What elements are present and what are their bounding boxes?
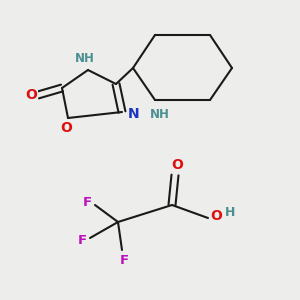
Text: O: O	[210, 209, 222, 223]
Text: NH: NH	[150, 107, 170, 121]
Text: O: O	[60, 121, 72, 135]
Text: NH: NH	[75, 52, 95, 65]
Text: O: O	[171, 158, 183, 172]
Text: F: F	[77, 233, 87, 247]
Text: O: O	[25, 88, 37, 102]
Text: F: F	[82, 196, 91, 208]
Text: N: N	[128, 107, 140, 121]
Text: F: F	[119, 254, 129, 266]
Text: H: H	[225, 206, 235, 220]
